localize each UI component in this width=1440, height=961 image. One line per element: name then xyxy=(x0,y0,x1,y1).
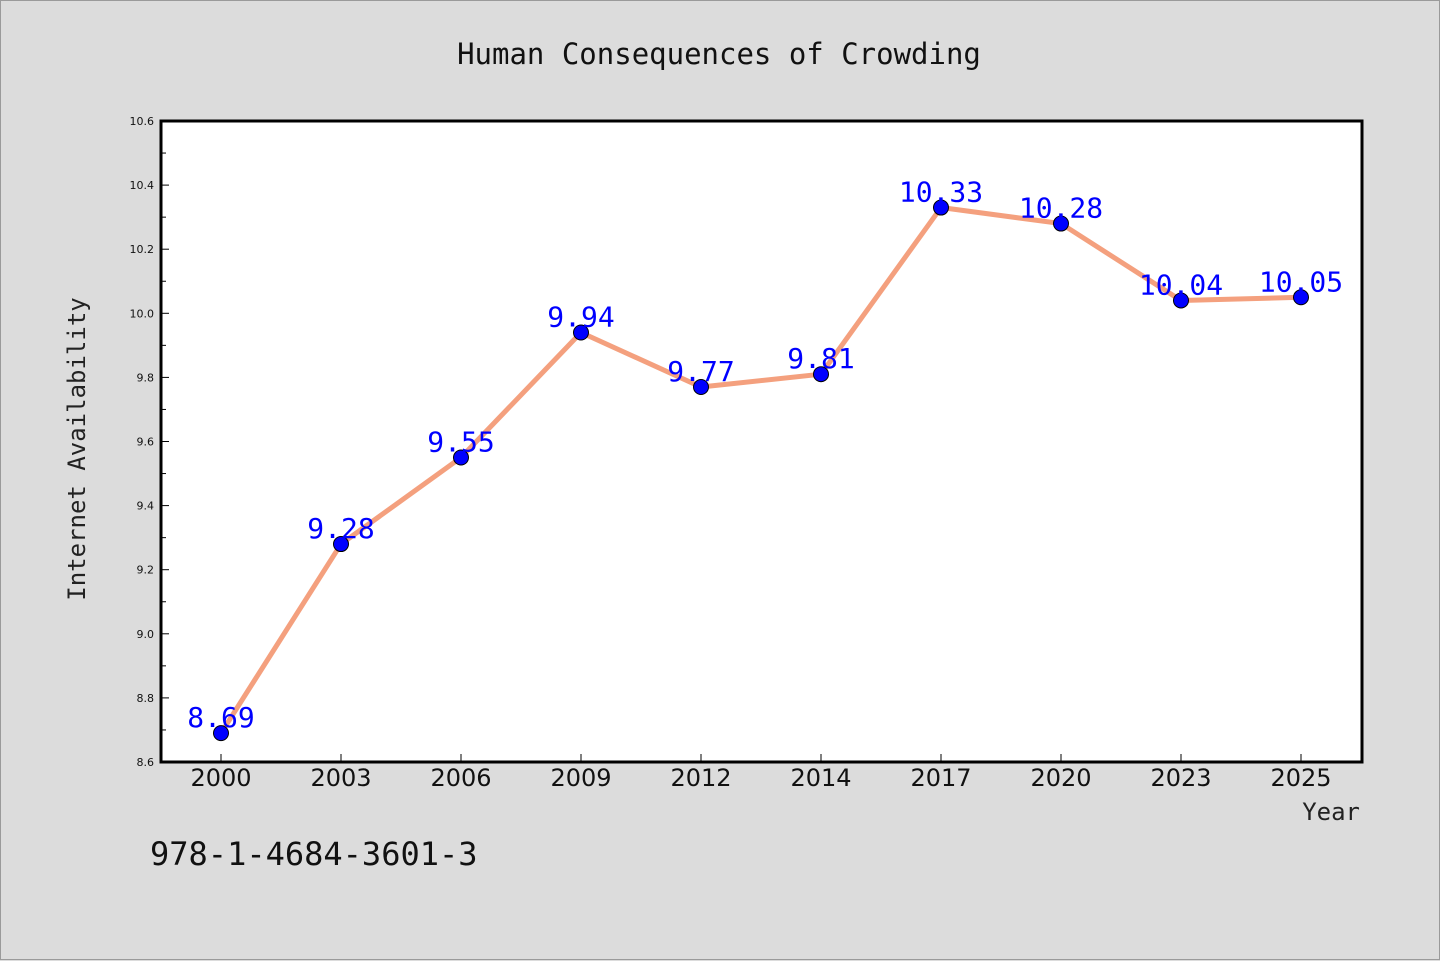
y-tick-label: 8.6 xyxy=(137,756,155,769)
isbn-text: 978-1-4684-3601-3 xyxy=(150,835,478,873)
data-label: 9.81 xyxy=(787,342,854,375)
y-tick-label: 9.4 xyxy=(137,500,155,513)
y-tick-label: 10.2 xyxy=(130,243,155,256)
data-label: 10.28 xyxy=(1019,192,1103,225)
data-label: 10.05 xyxy=(1259,265,1343,298)
x-tick-label: 2025 xyxy=(1270,764,1331,792)
data-label: 9.77 xyxy=(667,355,734,388)
data-point xyxy=(573,324,589,341)
x-axis-label: Year xyxy=(1302,798,1360,826)
data-point xyxy=(813,366,829,383)
data-point xyxy=(1293,289,1309,306)
x-tick-label: 2006 xyxy=(430,764,491,792)
data-point xyxy=(333,536,349,553)
y-tick-label: 9.8 xyxy=(137,371,155,384)
data-point xyxy=(1053,215,1069,232)
data-point xyxy=(213,725,229,742)
y-tick-label: 9.6 xyxy=(137,436,155,449)
x-tick-label: 2020 xyxy=(1030,764,1091,792)
x-tick-label: 2003 xyxy=(310,764,371,792)
series-line xyxy=(218,205,1304,736)
data-label: 10.04 xyxy=(1139,268,1223,301)
data-point xyxy=(693,379,709,396)
y-tick-label: 9.0 xyxy=(137,628,155,641)
data-point xyxy=(1173,292,1189,309)
y-axis-label: Internet Availability xyxy=(63,297,91,600)
x-tick-label: 2012 xyxy=(670,764,731,792)
y-axis: 8.6 8.8 9.0 9.2 9.4 9.6 9.8 10.0 10.2 10.4 10.6 xyxy=(130,115,169,769)
chart-title: Human Consequences of Crowding xyxy=(457,37,981,71)
y-tick-label: 10.0 xyxy=(130,307,155,320)
x-tick-label: 2009 xyxy=(550,764,611,792)
data-label: 8.69 xyxy=(187,701,254,734)
data-point xyxy=(453,449,469,466)
x-tick-label: 2014 xyxy=(790,764,851,792)
x-axis: 2000 2003 2006 2009 2012 2014 2017 2020 2023 2025 xyxy=(190,754,1332,792)
y-tick-label: 10.4 xyxy=(130,179,155,192)
data-label: 10.33 xyxy=(899,176,983,209)
plot-area xyxy=(159,119,1364,764)
data-label: 9.28 xyxy=(307,512,374,545)
y-tick-label: 9.2 xyxy=(137,564,155,577)
x-tick-label: 2023 xyxy=(1150,764,1211,792)
x-tick-label: 2017 xyxy=(910,764,971,792)
y-tick-label: 8.8 xyxy=(137,692,155,705)
data-point xyxy=(933,199,949,216)
data-labels: 8.69 9.28 9.55 9.94 9.77 9.81 10.33 10.28 10.04 1… xyxy=(187,176,1343,735)
data-label: 9.55 xyxy=(427,426,494,459)
series-markers xyxy=(213,199,1309,742)
data-label: 9.94 xyxy=(547,301,614,334)
y-tick-label: 10.6 xyxy=(130,115,155,128)
x-tick-label: 2000 xyxy=(190,764,251,792)
